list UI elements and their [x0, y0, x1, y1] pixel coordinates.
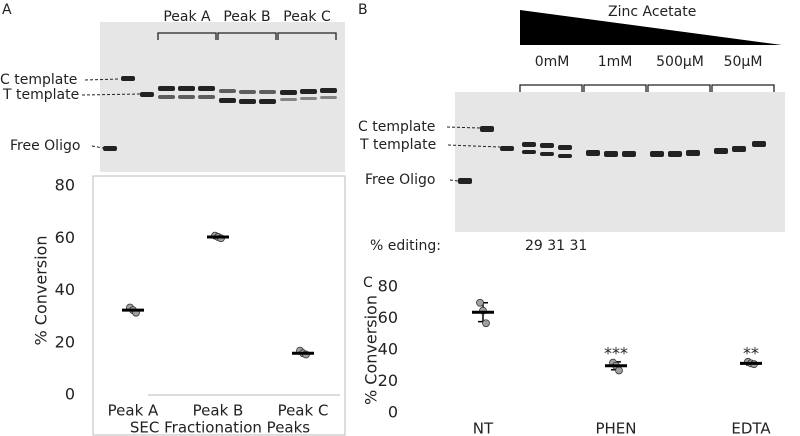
significance: ***: [604, 343, 628, 362]
x-tick-label: EDTA: [731, 420, 771, 436]
gel-bands: [458, 126, 766, 184]
y-tick-label: 40: [378, 340, 398, 359]
gel-bands: [103, 76, 337, 151]
reagent-label: Zinc Acetate: [608, 4, 696, 20]
y-tick-label: 20: [55, 332, 75, 351]
y-axis-label: % Conversion: [362, 295, 381, 405]
x-axis-label: SEC Fractionation Peaks: [130, 419, 310, 436]
panel-label: A: [2, 2, 12, 18]
editing-values: 29 31 31: [525, 238, 587, 254]
y-tick-label: 20: [378, 371, 398, 390]
replicate-point: [482, 319, 490, 328]
y-tick-label: 60: [378, 308, 398, 327]
panel-label: B: [358, 2, 368, 18]
y-tick-label: 40: [55, 280, 75, 299]
y-tick-label: 0: [388, 403, 398, 422]
conc-label: 0mM: [535, 54, 570, 70]
conc-label: 50μM: [724, 54, 763, 70]
editing-label: % editing:: [370, 238, 441, 254]
x-tick-label: NT: [473, 420, 494, 436]
band-label: T template: [359, 137, 436, 153]
conc-label: 500μM: [656, 54, 704, 70]
x-tick-label: Peak B: [193, 402, 244, 420]
replicate-point: [476, 298, 484, 307]
y-axis-label: % Conversion: [32, 236, 51, 346]
chart-frame: [92, 175, 346, 436]
y-tick-label: 80: [55, 176, 75, 195]
peak-label: Peak B: [223, 9, 270, 25]
panel-label: C: [363, 275, 373, 291]
band-label: C template: [358, 119, 435, 135]
brackets: [519, 84, 775, 92]
brackets: [157, 32, 337, 40]
gel: [455, 92, 785, 232]
band-label: C template: [0, 72, 77, 88]
peak-label: Peak C: [283, 9, 331, 25]
x-tick-label: Peak C: [278, 402, 329, 420]
significance: **: [743, 343, 759, 362]
x-tick-label: PHEN: [595, 420, 636, 436]
band-label: T template: [2, 87, 79, 103]
y-tick-label: 0: [65, 385, 75, 404]
band-label: Free Oligo: [365, 172, 435, 188]
peak-label: Peak A: [163, 9, 211, 25]
replicate-point: [615, 366, 623, 375]
band-label: Free Oligo: [10, 138, 80, 154]
y-tick-label: 80: [378, 277, 398, 296]
gradient-triangle: [520, 10, 782, 45]
conc-label: 1mM: [598, 54, 633, 70]
x-tick-label: Peak A: [108, 402, 159, 420]
y-tick-label: 60: [55, 228, 75, 247]
